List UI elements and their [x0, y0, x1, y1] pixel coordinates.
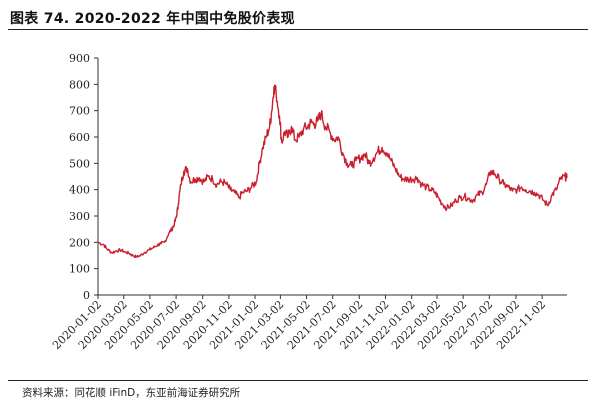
- source-rule: [8, 380, 588, 381]
- y-tick-label: 100: [69, 263, 90, 276]
- y-tick-label: 200: [69, 236, 90, 249]
- chart-title: 图表 74. 2020-2022 年中国中免股价表现: [10, 11, 295, 27]
- y-axis: 0 100 200 300 400 500 600 700 800 900: [69, 52, 99, 302]
- y-tick-label: 800: [69, 78, 90, 91]
- price-line-chart: 0 100 200 300 400 500 600 700 800 900 2020-01-022…: [50, 52, 568, 352]
- y-tick-label: 0: [83, 289, 90, 302]
- y-tick-label: 400: [69, 184, 90, 197]
- title-rule: [8, 29, 588, 30]
- source-note: 资料来源：同花顺 iFinD，东亚前海证券研究所: [22, 387, 241, 399]
- y-tick-label: 600: [69, 131, 90, 144]
- x-axis: 2020-01-022020-03-022020-05-022020-07-02…: [50, 294, 567, 352]
- y-tick-label: 900: [69, 52, 90, 65]
- y-tick-label: 500: [69, 157, 90, 170]
- price-series-line: [97, 84, 568, 258]
- plot-area: [97, 84, 568, 258]
- y-tick-label: 300: [69, 210, 90, 223]
- y-tick-label: 700: [69, 105, 90, 118]
